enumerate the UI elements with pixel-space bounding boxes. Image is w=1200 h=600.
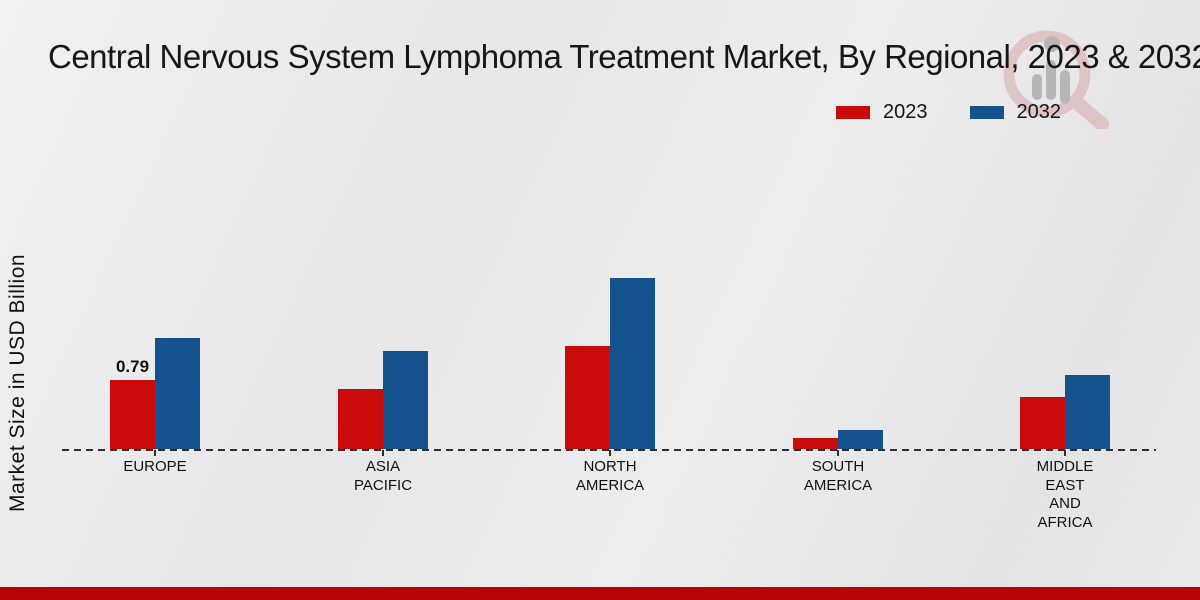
legend: 2023 2032 xyxy=(836,101,1061,124)
category-label-asia-pacific: ASIA PACIFIC xyxy=(353,458,413,494)
legend-label-2023: 2023 xyxy=(883,101,928,123)
category-label-europe: EUROPE xyxy=(123,458,187,475)
bar-europe-2023 xyxy=(110,380,155,449)
legend-label-2032: 2032 xyxy=(1016,101,1062,123)
bar-middle-east-and-africa-2023 xyxy=(1020,397,1065,449)
y-axis-label: Market Size in USD Billion xyxy=(6,253,29,512)
legend-swatch-2032 xyxy=(969,106,1004,119)
legend-swatch-2023 xyxy=(836,106,870,119)
bar-south-america-2023 xyxy=(793,438,838,449)
legend-item-2023: 2023 xyxy=(836,101,928,124)
axis-tick-south-america xyxy=(837,450,839,456)
axis-tick-north-america xyxy=(609,450,611,456)
magnifier-bar-chart-logo-icon xyxy=(1003,30,1109,129)
axis-tick-europe xyxy=(154,450,156,456)
bar-middle-east-and-africa-2032 xyxy=(1065,375,1110,449)
category-label-north-america: NORTH AMERICA xyxy=(575,458,645,494)
category-label-middle-east-and-africa: MIDDLE EAST AND AFRICA xyxy=(1036,458,1094,531)
bar-south-america-2032 xyxy=(838,430,883,449)
bar-europe-2032 xyxy=(155,338,200,449)
legend-item-2032: 2032 xyxy=(969,101,1062,124)
bar-north-america-2032 xyxy=(610,278,655,449)
data-label-0.79: 0.79 xyxy=(115,357,150,376)
bar-asia-pacific-2032 xyxy=(383,351,428,449)
chart-title: Central Nervous System Lymphoma Treatmen… xyxy=(48,38,1200,75)
axis-tick-middle-east-and-africa xyxy=(1064,450,1066,456)
bar-north-america-2023 xyxy=(565,346,610,449)
footer-accent-bar xyxy=(0,587,1200,600)
category-label-south-america: SOUTH AMERICA xyxy=(803,458,873,494)
axis-tick-asia-pacific xyxy=(382,450,384,456)
bar-asia-pacific-2023 xyxy=(338,389,383,449)
